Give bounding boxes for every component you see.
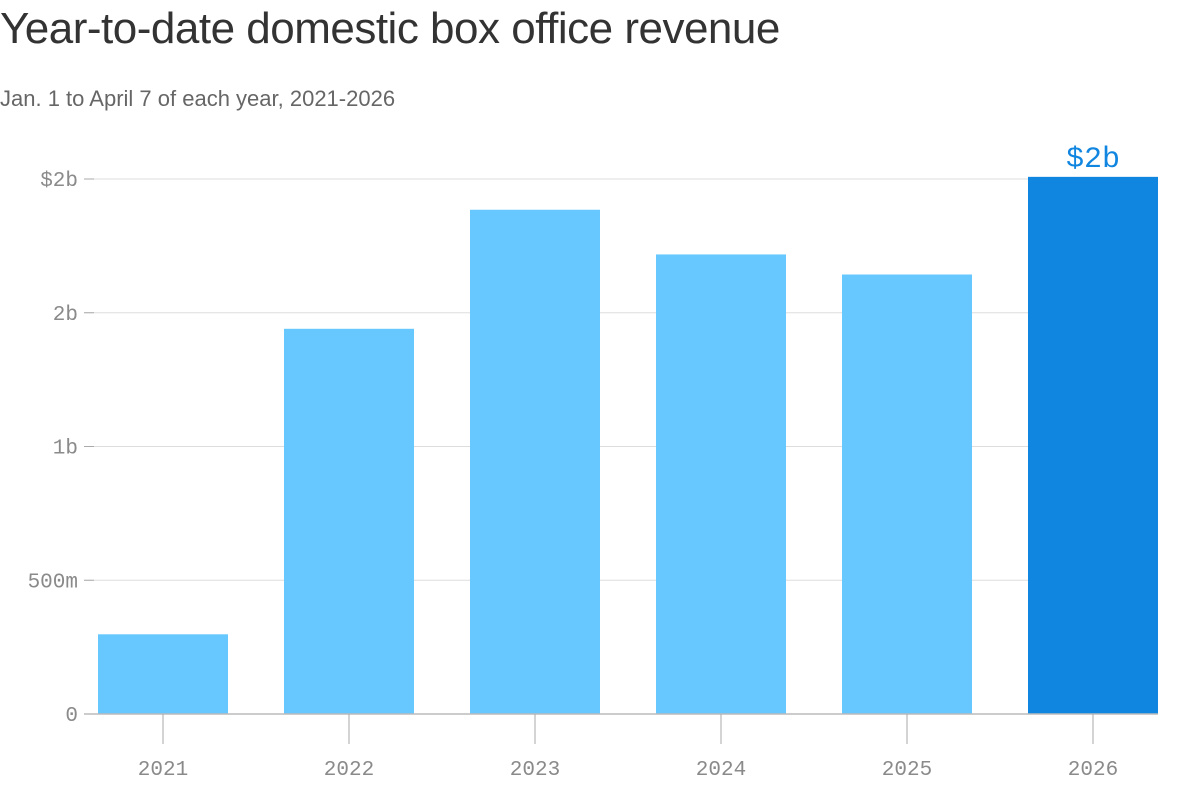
y-tick-label: $2b xyxy=(40,170,78,193)
bar-2021 xyxy=(98,634,228,714)
x-tick-label: 2026 xyxy=(1068,759,1118,782)
bar-2023 xyxy=(470,209,600,714)
chart-title: Year-to-date domestic box office revenue xyxy=(0,4,780,53)
y-tick-label: 500m xyxy=(28,571,78,594)
bar-2022 xyxy=(284,328,414,714)
axes: 0 500m 1b 2b $2b 2021 2022 2023 2024 2025 2026 xyxy=(28,170,1158,782)
value-label: $2b xyxy=(1066,143,1120,177)
chart-subtitle: Jan. 1 to April 7 of each year, 2021-202… xyxy=(0,86,396,111)
x-tick-label: 2025 xyxy=(882,759,932,782)
x-tick-label: 2022 xyxy=(324,759,374,782)
y-tick-label: 0 xyxy=(65,705,78,728)
y-tick-label: 2b xyxy=(53,304,78,327)
bars: $2b xyxy=(98,143,1158,715)
bar-2025 xyxy=(842,274,972,714)
y-tick-label: 1b xyxy=(53,438,78,461)
grid-lines xyxy=(84,178,1158,581)
x-tick-label: 2023 xyxy=(510,759,560,782)
x-tick-label: 2021 xyxy=(138,759,188,782)
bar-2026 xyxy=(1028,176,1158,715)
bar-2024 xyxy=(656,254,786,714)
x-tick-label: 2024 xyxy=(696,759,746,782)
